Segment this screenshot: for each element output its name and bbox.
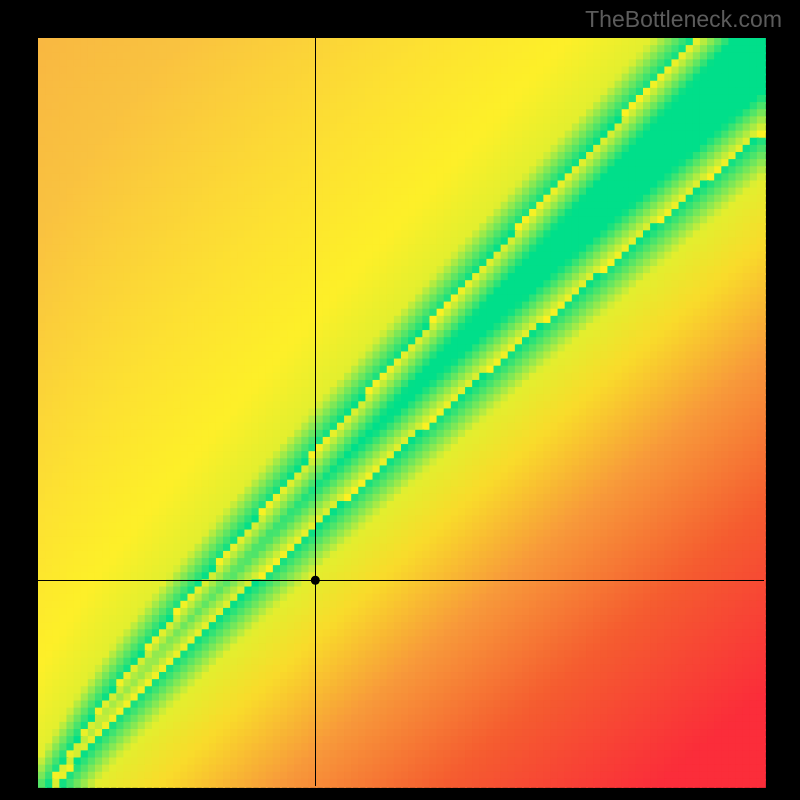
watermark-text: TheBottleneck.com bbox=[585, 6, 782, 33]
chart-container: TheBottleneck.com bbox=[0, 0, 800, 800]
heatmap-canvas bbox=[0, 0, 800, 800]
